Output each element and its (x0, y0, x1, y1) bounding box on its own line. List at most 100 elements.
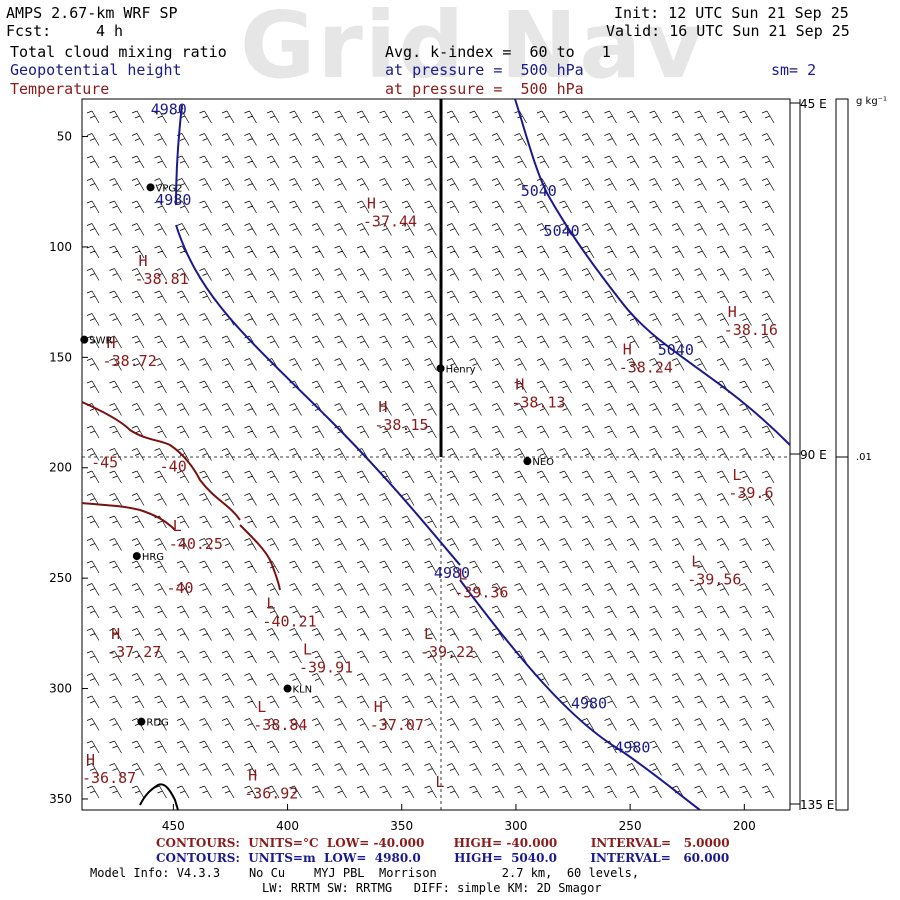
station-marker (146, 183, 155, 192)
smoothing: sm= 2 (771, 61, 817, 79)
extremum-marker: H (111, 625, 120, 643)
height-label: 5040 (658, 341, 694, 359)
extremum-marker: L (424, 625, 433, 643)
height-label: 4980 (614, 739, 650, 757)
temperature-value: -38.81 (135, 270, 189, 288)
temp-contour-info: CONTOURS: UNITS=°C LOW= -40.000 HIGH= -4… (156, 836, 730, 850)
height-label: 5040 (544, 222, 580, 240)
x-tick-label: 450 (162, 819, 185, 833)
height-label: 5040 (521, 182, 557, 200)
valid-time: Valid: 16 UTC Sun 21 Sep 25 (606, 22, 850, 40)
cloud-contour (139, 783, 179, 811)
temperature-value: -37.07 (370, 716, 424, 734)
temperature-value: -40.25 (169, 535, 223, 553)
extremum-marker: L (458, 566, 467, 584)
temperature-value: -40.21 (262, 612, 316, 630)
temp-contour-a (81, 401, 241, 521)
extremum-marker: H (378, 398, 387, 416)
height-label: 4980 (155, 191, 191, 209)
temp-contour-c (239, 524, 281, 591)
extremum-marker: L (257, 698, 266, 716)
field3-name: Temperature (10, 80, 110, 98)
fcst-value: 4 h (96, 22, 124, 40)
temperature-labels: H-37.44H-38.81H-38.16H-38.72H-38.24H-38.… (82, 195, 778, 803)
wind-barbs (86, 110, 775, 799)
height-contour-5040 (514, 98, 791, 446)
extremum-marker: L (173, 517, 182, 535)
fcst-label: Fcst: (6, 22, 52, 40)
temperature-value: -37.27 (107, 643, 161, 661)
x-tick-label: 250 (619, 819, 642, 833)
extremum-marker: H (86, 751, 95, 769)
init-time: Init: 12 UTC Sun 21 Sep 25 (614, 4, 849, 22)
extremum-marker: L (691, 552, 700, 570)
extremum-marker: H (623, 340, 632, 358)
temp-contour-b (81, 502, 176, 531)
temperature-value: -39.91 (299, 659, 353, 677)
colorbar-value: .01 (856, 452, 872, 463)
temperature-value: -40 (160, 458, 187, 476)
temperature-value: -38.84 (253, 716, 307, 734)
extremum-marker: H (374, 698, 383, 716)
station-marker (523, 457, 532, 466)
wind-barb-field (86, 110, 775, 799)
temperature-value: -36.87 (82, 769, 136, 787)
x-tick-label: 400 (276, 819, 299, 833)
temperature-value: -39.36 (454, 584, 508, 602)
temperature-value: -38.13 (511, 394, 565, 412)
temperature-value: -38.24 (619, 358, 673, 376)
extremum-marker: L (266, 594, 275, 612)
colorbar-box (835, 98, 849, 811)
field1-spec: Avg. k-index = 60 to 1 (385, 43, 611, 61)
y-tick-label: 200 (49, 461, 72, 475)
height-label: 4980 (434, 564, 470, 582)
colorbar-unit: g kg⁻¹ (856, 96, 887, 107)
station-marker (436, 364, 445, 373)
height-contours (175, 98, 791, 811)
temperature-value: -39.22 (420, 643, 474, 661)
height-contour-info: CONTOURS: UNITS=m LOW= 4980.0 HIGH= 5040… (156, 851, 730, 865)
height-contour-4980-c (459, 579, 701, 811)
x-tick-label: 300 (504, 819, 527, 833)
stations: VPG2 SWR Henry NEO HRG KLN RDG (80, 183, 554, 729)
station-marker (283, 684, 292, 693)
temperature-contours (81, 401, 281, 811)
y-tick-label: 250 (49, 571, 72, 585)
watermark: Grid Nav (240, 0, 706, 99)
extremum-marker: L (435, 773, 444, 791)
height-contour-4980-a (175, 104, 183, 206)
height-label: 4980 (571, 694, 607, 712)
temperature-value: -39.56 (687, 570, 741, 588)
model-info: Model Info: V4.3.3 No Cu MYJ PBL Morriso… (90, 866, 640, 880)
field2-name: Geopotential height (10, 61, 182, 79)
model-info-2: LW: RRTM SW: RRTMG DIFF: simple KM: 2D S… (262, 881, 602, 895)
temperature-value: -40 (167, 579, 194, 597)
y-tick-label: 100 (49, 240, 72, 254)
field2-spec: at pressure = 500 hPa (385, 61, 584, 79)
extremum-marker: H (107, 334, 116, 352)
temperature-value: -38.16 (724, 321, 778, 339)
height-contour-labels: 4980 4980 5040 5040 5040 4980 4980 4980 (151, 100, 694, 756)
station-label: VPG2 (156, 183, 183, 194)
height-label: 4980 (151, 100, 187, 118)
station-marker (132, 552, 141, 561)
model-title: AMPS 2.67-km WRF SP (6, 4, 178, 22)
station-label: RDG (146, 718, 168, 729)
station-label: NEO (532, 457, 554, 468)
right-axis-label: 90 E (800, 448, 827, 462)
right-axis-label: 135 E (800, 798, 834, 812)
y-tick-label: 350 (49, 792, 72, 806)
temperature-value: -37.44 (363, 213, 417, 231)
right-axis-label: 45 E (800, 97, 827, 111)
station-label: KLN (293, 685, 313, 696)
axes: 450 400 350 300 250 200 50 100 150 200 250 300 350 45… (49, 97, 834, 833)
extremum-marker: H (515, 376, 524, 394)
temperature-value: -38.72 (103, 352, 157, 370)
temperature-value: -39.6 (728, 484, 773, 502)
temperature-value: -36.92 (244, 785, 298, 803)
temperature-value: -45 (91, 453, 118, 471)
x-tick-label: 350 (390, 819, 413, 833)
height-contour-4980-b (175, 224, 461, 566)
extremum-marker: H (248, 767, 257, 785)
